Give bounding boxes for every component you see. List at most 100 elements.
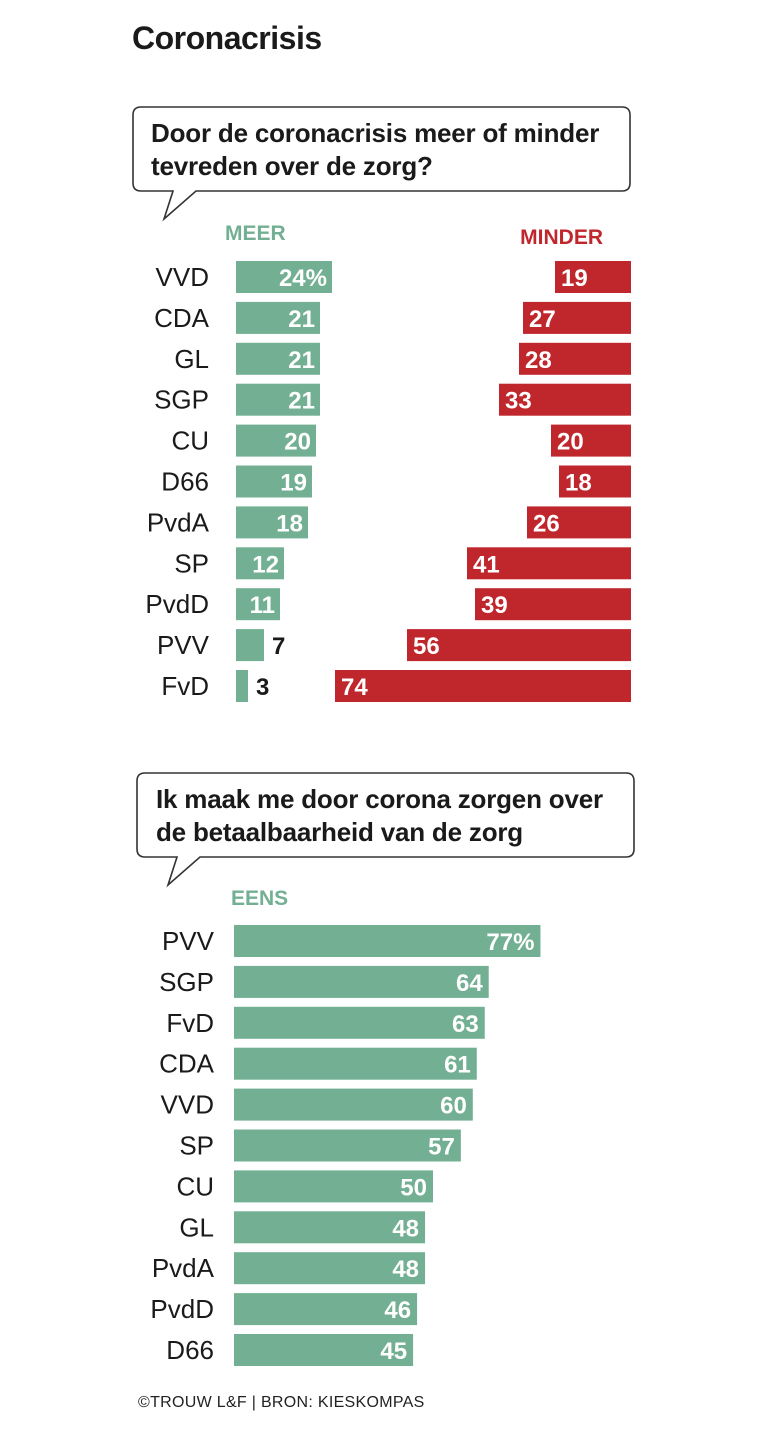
bar-eens [234,1334,414,1366]
category-label: VVD [156,262,209,292]
category-label: SGP [154,385,209,415]
bar-meer [236,261,332,293]
bar-eens [234,1006,485,1039]
bar-minder [527,506,631,539]
bar-value-label: 48 [392,1215,419,1242]
category-label: CDA [159,1049,215,1079]
bar-value-label: 63 [452,1011,479,1038]
question-1-title: Door de coronacrisis meer of minder tevr… [151,118,600,181]
bar-value-label: 61 [444,1052,471,1079]
bar-value-label: 41 [473,551,500,578]
category-label: FvD [161,671,209,701]
legend-eens: EENS [231,887,288,910]
bar-value-label: 50 [400,1174,427,1201]
bar-eens [234,1170,433,1203]
bar-minder [467,547,631,580]
category-label: D66 [166,1335,214,1365]
bar-value-label: 48 [392,1256,419,1283]
diverging-bar-chart: MEER MINDER VVD 24% 19 CDA 21 27 GL 21 28 SGP 21 33 CU… [145,222,631,702]
category-label: VVD [161,1090,214,1120]
bar-value-label: 26 [533,510,560,537]
bar-eens [234,965,489,998]
category-label: CU [171,426,209,456]
bar-value-label: 20 [284,429,311,456]
bar-eens [234,1252,426,1285]
category-label: SP [179,1131,214,1161]
bar-meer [236,547,284,580]
bar-value-label: 60 [440,1093,467,1120]
bar-meer [236,383,320,416]
bar-value-label: 21 [288,347,315,374]
bar-eens [234,1293,418,1326]
bar-value-label: 21 [288,306,315,333]
category-label: PvdD [145,589,209,619]
question-2-title: Ik maak me door corona zorgen over de be… [156,784,603,847]
bar-meer [236,465,312,498]
bar-value-label: 19 [280,470,307,497]
bar-minder [555,261,631,293]
speech-bubble-shape [136,772,635,888]
category-label: SGP [159,967,214,997]
page-title: Coronacrisis [132,20,322,56]
bar-meer [236,424,316,457]
bar-value-label: 56 [413,633,440,660]
bar-value-label: 28 [525,347,552,374]
question-bubble-2: Ik maak me door corona zorgen over de be… [0,771,763,911]
bar-value-label: 7 [272,633,285,660]
bar-meer [236,301,320,334]
bar-meer [236,629,264,662]
category-label: CDA [154,303,210,333]
category-label: PVV [157,630,210,660]
category-label: GL [174,344,209,374]
bar-value-label: 57 [428,1134,455,1161]
bar-value-label: 12 [252,551,279,578]
bar-minder [519,342,631,375]
bar-meer [236,342,320,375]
category-label: SP [174,548,209,578]
bar-value-label: 20 [557,429,584,456]
bar-value-label: 3 [256,674,269,701]
bar-meer [236,588,280,621]
bar-value-label: 24% [279,265,327,292]
bar-value-label: 64 [456,970,483,997]
bar-value-label: 77% [486,929,534,956]
bar-minder [559,465,631,498]
speech-bubble-shape [132,106,631,222]
bar-value-label: 11 [250,592,275,619]
bar-value-label: 21 [288,388,315,415]
category-label: GL [179,1212,214,1242]
bar-value-label: 27 [529,306,556,333]
bar-minder [523,301,631,334]
bar-value-label: 18 [565,470,592,497]
bar-minder [551,424,631,457]
category-label: PvdA [152,1253,215,1283]
bar-value-label: 19 [561,265,588,292]
category-label: CU [176,1171,214,1201]
bar-eens [234,1088,473,1121]
category-label: PVV [162,926,215,956]
bar-eens [234,1211,426,1244]
bar-value-label: 45 [380,1338,407,1365]
bar-chart: EENS PVV 77% SGP 64 FvD 63 CDA 61 VVD 60 SP 57 CU 50 GL… [150,887,541,1366]
legend-meer: MEER [225,222,286,245]
bar-value-label: 33 [505,388,532,415]
bar-value-label: 74 [341,674,368,701]
bar-minder [407,629,631,662]
bar-minder [335,670,631,702]
bar-eens [234,925,541,957]
bar-eens [234,1047,477,1080]
bar-minder [499,383,631,416]
bar-value-label: 46 [384,1297,411,1324]
bar-value-label: 18 [276,510,303,537]
question-bubble-1: Door de coronacrisis meer of minder tevr… [0,105,763,245]
category-label: PvdA [147,507,210,537]
bar-value-label: 39 [481,592,508,619]
source-credit: ©TROUW L&F | BRON: KIESKOMPAS [138,1394,425,1411]
category-label: FvD [166,1008,214,1038]
category-label: PvdD [150,1294,214,1324]
bar-meer [236,670,248,702]
category-label: D66 [161,467,209,497]
bar-eens [234,1129,461,1162]
bar-minder [475,588,631,621]
bar-meer [236,506,308,539]
